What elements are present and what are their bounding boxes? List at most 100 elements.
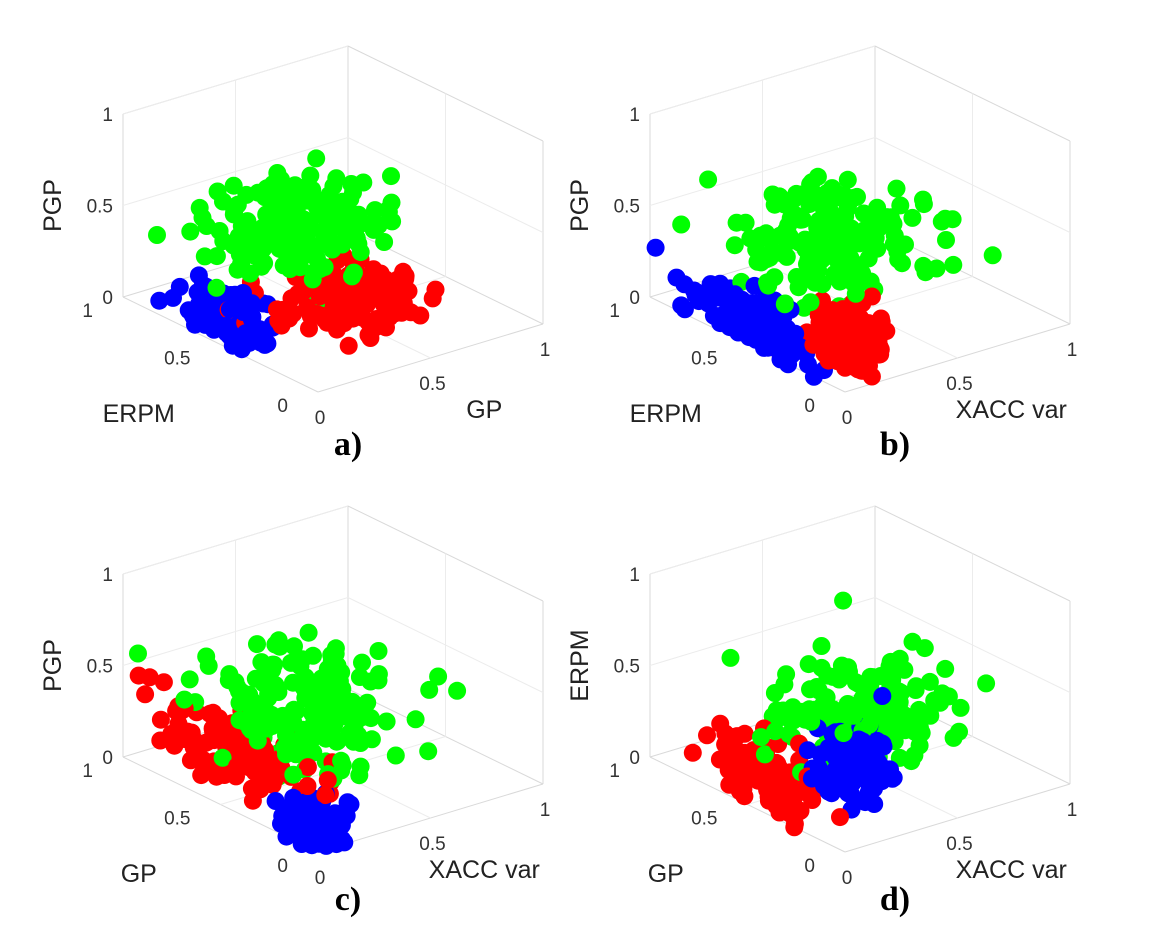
wall-grid (122, 137, 349, 206)
data-point-cluster_1 (252, 257, 271, 276)
data-point-cluster_1 (284, 765, 303, 784)
data-point-cluster_1 (320, 725, 339, 744)
y-tick-label: 0 (277, 396, 288, 417)
data-point-cluster_1 (361, 709, 380, 728)
data-point-cluster_1 (838, 170, 857, 189)
data-point-cluster_1 (280, 227, 299, 246)
data-point-cluster_1 (784, 190, 803, 209)
y-axis-label: GP (648, 860, 684, 888)
data-point-cluster_3 (725, 285, 744, 304)
data-point-cluster_3 (804, 367, 823, 386)
data-point-cluster_1 (207, 247, 226, 266)
data-point-cluster_1 (903, 632, 922, 651)
data-point-cluster_1 (353, 653, 371, 672)
data-point-cluster_1 (914, 195, 933, 214)
data-point-cluster_2 (228, 757, 246, 776)
data-point-cluster_1 (303, 270, 322, 289)
data-point-cluster_1 (809, 216, 828, 235)
data-point-cluster_1 (213, 748, 232, 767)
data-point-cluster_1 (362, 730, 381, 749)
y-tick-label: 0.5 (164, 349, 190, 370)
data-point-cluster_1 (853, 264, 872, 283)
data-point-cluster_1 (727, 213, 746, 232)
data-point-cluster_1 (280, 213, 299, 231)
data-point-cluster_1 (317, 205, 335, 223)
data-point-cluster_1 (830, 253, 849, 272)
data-point-cluster_1 (775, 295, 794, 314)
data-point-cluster_2 (791, 801, 810, 820)
x-tick-label: 0 (315, 408, 326, 429)
x-axis-label: XACC var (956, 396, 1067, 424)
data-point-cluster_2 (154, 673, 173, 692)
data-point-cluster_1 (181, 222, 200, 241)
data-point-cluster_2 (836, 358, 855, 377)
data-point-cluster_1 (291, 258, 310, 277)
data-point-cluster_1 (771, 226, 789, 245)
data-point-cluster_1 (302, 242, 321, 261)
wall-grid (649, 597, 876, 666)
data-point-cluster_1 (861, 667, 880, 686)
data-point-cluster_2 (316, 786, 335, 805)
data-point-cluster_1 (419, 742, 438, 761)
data-point-cluster_1 (190, 198, 209, 217)
data-point-cluster_2 (377, 318, 395, 337)
data-point-cluster_1 (766, 722, 785, 741)
data-point-cluster_1 (284, 197, 303, 216)
data-point-cluster_2 (426, 280, 445, 299)
data-point-cluster_2 (372, 285, 391, 304)
data-point-cluster_1 (323, 240, 342, 259)
data-point-cluster_2 (129, 666, 148, 685)
x-tick-label: 0 (315, 868, 326, 889)
data-point-cluster_1 (129, 644, 147, 663)
data-point-cluster_1 (277, 745, 295, 764)
data-point-cluster_2 (253, 753, 272, 772)
data-point-cluster_1 (944, 728, 963, 747)
wall-grid (347, 137, 544, 233)
data-point-cluster_1 (910, 718, 929, 737)
data-point-cluster_1 (386, 746, 405, 765)
data-point-cluster_1 (300, 216, 319, 235)
data-point-cluster_3 (843, 773, 862, 792)
wall-grid (122, 597, 349, 666)
data-point-cluster_1 (406, 710, 425, 729)
x-tick-label: 0.5 (419, 834, 445, 855)
y-tick-label: 0.5 (691, 349, 717, 370)
data-point-cluster_1 (299, 623, 318, 642)
data-point-cluster_1 (342, 175, 361, 193)
data-point-cluster_1 (180, 670, 199, 689)
data-point-cluster_3 (770, 318, 789, 337)
data-point-cluster_3 (234, 284, 252, 302)
data-point-cluster_3 (275, 800, 294, 819)
data-point-cluster_2 (852, 361, 871, 380)
data-point-cluster_1 (818, 242, 837, 260)
data-point-cluster_1 (307, 149, 326, 168)
x-axis-label: XACC var (956, 856, 1067, 884)
data-point-cluster_2 (836, 331, 855, 350)
data-point-cluster_1 (382, 193, 401, 212)
data-point-cluster_1 (343, 267, 361, 286)
data-point-cluster_1 (834, 724, 853, 743)
x-tick-label: 0.5 (419, 374, 445, 395)
z-tick-label: 1 (629, 565, 640, 586)
panel-label: c) (335, 881, 361, 918)
data-point-cluster_3 (294, 806, 313, 825)
data-point-cluster_2 (225, 733, 244, 752)
data-point-cluster_1 (349, 234, 368, 253)
z-tick-label: 0.5 (87, 657, 113, 678)
data-point-cluster_1 (846, 284, 865, 303)
data-point-cluster_3 (755, 338, 773, 357)
wall-grid (649, 505, 876, 575)
data-point-cluster_1 (375, 233, 394, 251)
data-point-cluster_1 (369, 642, 388, 660)
data-point-cluster_2 (792, 782, 811, 801)
data-point-cluster_2 (771, 769, 790, 788)
data-point-cluster_2 (339, 336, 358, 355)
data-point-cluster_1 (823, 706, 842, 725)
data-point-cluster_3 (675, 300, 694, 319)
data-point-cluster_2 (318, 771, 337, 790)
data-point-cluster_1 (224, 176, 243, 195)
data-point-cluster_1 (721, 648, 740, 667)
x-tick-label: 0.5 (946, 834, 972, 855)
data-point-cluster_1 (232, 217, 251, 236)
data-point-cluster_1 (148, 226, 166, 244)
